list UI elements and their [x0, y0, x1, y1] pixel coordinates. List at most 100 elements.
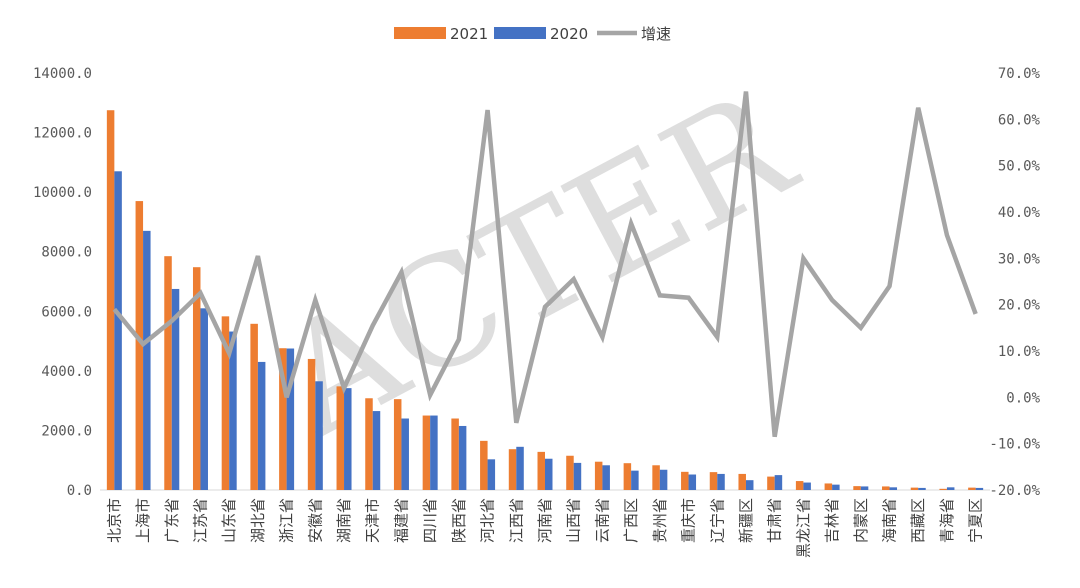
- bar-2020: [545, 458, 553, 490]
- category-label: 甘肃省: [766, 498, 784, 543]
- bar-2021: [135, 201, 144, 490]
- right-tick-label: 0.0%: [1006, 390, 1040, 406]
- bar-2021: [853, 486, 861, 490]
- category-label: 安徽省: [306, 498, 324, 543]
- category-label: 福建省: [392, 498, 410, 543]
- bar-2021: [192, 267, 201, 490]
- right-tick-label: 50.0%: [998, 159, 1041, 175]
- bar-2021: [422, 415, 431, 490]
- category-label: 内蒙区: [852, 498, 870, 543]
- bar-2020: [315, 381, 323, 490]
- left-tick-label: 2000.0: [41, 423, 92, 439]
- right-tick-label: 40.0%: [998, 205, 1041, 221]
- bar-2021: [106, 110, 115, 490]
- left-tick-label: 10000.0: [33, 185, 92, 201]
- bar-2021: [566, 455, 574, 490]
- bar-2020: [516, 446, 524, 490]
- bar-2021: [882, 486, 890, 490]
- bar-2021: [279, 348, 287, 490]
- bar-2020: [631, 470, 639, 490]
- category-label: 天津市: [364, 498, 382, 543]
- growth-line: [112, 91, 978, 438]
- bar-2020: [286, 348, 295, 490]
- category-label: 山东省: [220, 498, 238, 543]
- bar-2021: [365, 398, 373, 490]
- category-label: 贵州省: [651, 498, 669, 543]
- bar-2020: [803, 482, 811, 490]
- bar-2021: [594, 461, 603, 490]
- bar-2020: [401, 418, 409, 490]
- bar-2020: [975, 487, 984, 490]
- legend-swatch: [394, 27, 446, 39]
- bar-2020: [602, 465, 610, 490]
- category-label: 湖南省: [335, 498, 353, 543]
- bar-2021: [939, 488, 947, 490]
- bar-2020: [659, 469, 668, 490]
- category-label: 海南省: [881, 498, 899, 543]
- bar-2021: [968, 487, 976, 490]
- bar-2021: [250, 323, 258, 490]
- category-label: 北京市: [105, 498, 123, 543]
- bar-2021: [336, 386, 345, 490]
- bar-2020: [688, 474, 697, 490]
- category-label: 宁夏区: [967, 498, 985, 543]
- bar-2021: [508, 449, 517, 490]
- category-label: 河南省: [536, 498, 554, 543]
- bar-2020: [860, 486, 869, 490]
- bar-2020: [114, 171, 122, 491]
- bar-2020: [229, 331, 237, 490]
- category-label: 广西区: [622, 498, 640, 543]
- legend-label: 增速: [641, 25, 671, 43]
- legend-label: 2021: [450, 25, 488, 43]
- bar-2021: [795, 481, 804, 490]
- bar-2020: [487, 459, 496, 490]
- right-tick-label: 70.0%: [998, 66, 1041, 82]
- bar-2020: [430, 415, 438, 490]
- right-tick-label: 60.0%: [998, 112, 1041, 128]
- right-tick-label: -20.0%: [989, 483, 1040, 499]
- bar-2021: [738, 473, 746, 490]
- category-label: 湖北省: [249, 498, 267, 543]
- left-tick-label: 8000.0: [41, 245, 92, 261]
- bar-2020: [344, 388, 352, 490]
- category-label: 重庆市: [680, 498, 698, 543]
- category-label: 陕西省: [450, 498, 468, 543]
- legend-label: 2020: [550, 25, 588, 43]
- right-tick-label: -10.0%: [989, 437, 1040, 453]
- legend-swatch: [494, 27, 546, 39]
- bar-2021: [652, 465, 660, 490]
- bar-2021: [451, 418, 459, 490]
- left-axis-ticks: 0.0 2000.0 4000.0 6000.0 8000.0 10000.0 12000.…: [33, 66, 92, 499]
- category-label: 青海省: [938, 498, 956, 543]
- category-label: 辽宁省: [708, 498, 726, 543]
- right-tick-label: 30.0%: [998, 251, 1041, 267]
- category-label: 江西省: [507, 498, 525, 543]
- category-label: 上海市: [134, 498, 152, 543]
- bar-2021: [393, 399, 402, 490]
- bar-2021: [623, 463, 632, 490]
- category-label: 新疆区: [737, 498, 755, 543]
- bar-2020: [717, 473, 725, 490]
- bar-2020: [200, 308, 208, 490]
- bar-2020: [372, 411, 381, 490]
- category-label: 江苏省: [191, 498, 209, 543]
- left-tick-label: 14000.0: [33, 66, 92, 82]
- right-tick-label: 10.0%: [998, 344, 1041, 360]
- bar-2020: [171, 288, 180, 490]
- bar-2021: [824, 483, 833, 490]
- bar-2020: [832, 484, 840, 490]
- line-增速: [112, 91, 978, 438]
- left-tick-label: 6000.0: [41, 304, 92, 320]
- bar-2021: [307, 358, 316, 490]
- category-label: 山西省: [565, 498, 583, 543]
- bar-2021: [709, 472, 718, 490]
- bar-2021: [537, 451, 545, 490]
- bar-2020: [889, 487, 898, 490]
- category-labels: 北京市 上海市 广东省 江苏省 山东省 湖北省 浙江省 安徽省 湖南省 天津市 福建省 四川省 陕西省河…: [105, 498, 984, 558]
- category-label: 吉林省: [823, 498, 841, 543]
- bar-2021: [767, 476, 775, 490]
- right-tick-label: 20.0%: [998, 298, 1041, 314]
- bar-2021: [681, 471, 689, 490]
- left-tick-label: 12000.0: [33, 126, 92, 142]
- left-tick-label: 0.0: [67, 483, 92, 499]
